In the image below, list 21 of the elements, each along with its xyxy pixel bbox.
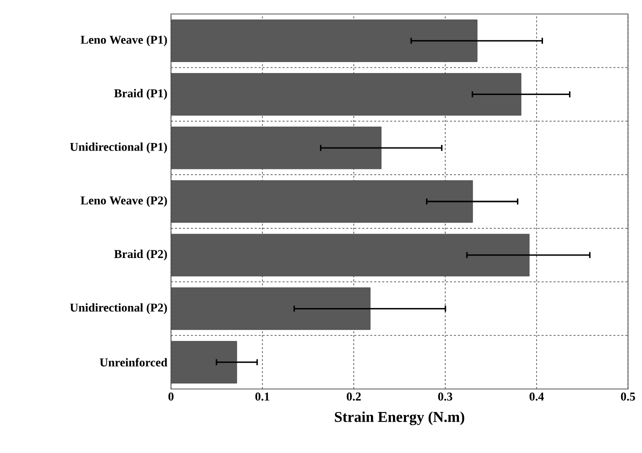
x-tick-label: 0.2 bbox=[346, 392, 361, 401]
y-tick-label: Leno Weave (P2) bbox=[80, 196, 167, 207]
x-tick-label: 0 bbox=[168, 392, 174, 401]
bar bbox=[171, 234, 530, 276]
x-axis-title: Strain Energy (N.m) bbox=[334, 411, 464, 426]
y-tick-label: Unreinforced bbox=[100, 358, 168, 366]
x-tick-label: 0.4 bbox=[530, 392, 544, 401]
bar bbox=[171, 341, 238, 384]
y-tick-label: Braid (P1) bbox=[114, 88, 167, 100]
bar bbox=[171, 180, 473, 223]
y-tick-label: Leno Weave (P1) bbox=[80, 35, 167, 46]
x-tick-label: 0.3 bbox=[438, 392, 452, 401]
bar bbox=[171, 20, 478, 62]
x-tick-label: 0.5 bbox=[620, 392, 636, 401]
bar bbox=[171, 287, 370, 330]
y-tick-label: Unidirectional (P1) bbox=[70, 142, 167, 154]
x-tick-label: 0.1 bbox=[255, 392, 270, 401]
bar bbox=[171, 126, 382, 170]
bar bbox=[171, 73, 522, 116]
y-tick-label: Braid (P2) bbox=[114, 250, 167, 260]
y-tick-label: Unidirectional (P2) bbox=[70, 303, 167, 314]
